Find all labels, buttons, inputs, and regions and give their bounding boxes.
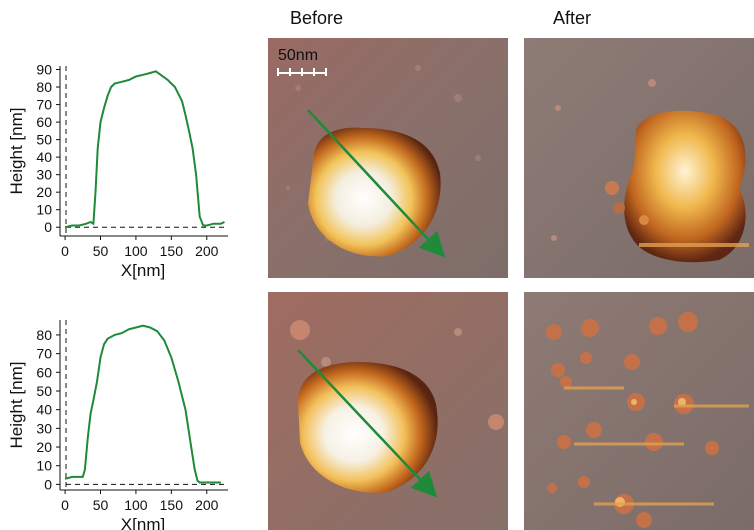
- x-tick-label: 200: [195, 243, 219, 259]
- x-tick-label: 100: [124, 243, 148, 259]
- y-tick-label: 80: [36, 327, 52, 343]
- scale-bar-label: 50nm: [278, 47, 318, 64]
- y-tick-label: 70: [36, 346, 52, 362]
- y-tick-label: 40: [36, 149, 52, 165]
- x-tick-label: 0: [61, 497, 69, 513]
- y-tick-label: 60: [36, 114, 52, 130]
- x-tick-label: 150: [160, 243, 184, 259]
- height-profile-line: [64, 70, 225, 229]
- y-tick-label: 30: [36, 420, 52, 436]
- y-tick-label: 70: [36, 97, 52, 113]
- y-tick-label: 10: [36, 202, 52, 218]
- y-tick-label: 50: [36, 383, 52, 399]
- x-tick-label: 0: [61, 243, 69, 259]
- y-tick-label: 20: [36, 439, 52, 455]
- x-tick-label: 50: [93, 243, 109, 259]
- afm-image-before-1: 50nm: [268, 38, 508, 278]
- after-header: After: [553, 8, 592, 28]
- y-tick-label: 20: [36, 184, 52, 200]
- x-axis-label: X[nm]: [121, 515, 165, 530]
- y-tick-label: 0: [44, 219, 52, 235]
- profile-arrow: [307, 109, 446, 258]
- particle-blob: [308, 127, 441, 257]
- x-tick-label: 150: [160, 497, 184, 513]
- y-tick-label: 10: [36, 458, 52, 474]
- before-header: Before: [290, 8, 344, 28]
- x-tick-label: 100: [124, 497, 148, 513]
- y-axis-label: Height [nm]: [7, 362, 26, 449]
- y-axis-label: Height [nm]: [7, 108, 26, 195]
- y-tick-label: 50: [36, 132, 52, 148]
- x-axis-label: X[nm]: [121, 261, 165, 280]
- fragment-cluster: [624, 110, 746, 263]
- y-tick-label: 60: [36, 364, 52, 380]
- profile-arrow: [297, 349, 438, 498]
- y-tick-label: 80: [36, 79, 52, 95]
- y-tick-label: 40: [36, 402, 52, 418]
- afm-image-after-2: [524, 292, 754, 530]
- afm-background: [524, 292, 754, 530]
- x-tick-label: 50: [93, 497, 109, 513]
- height-profile-line: [64, 324, 221, 484]
- x-tick-label: 200: [195, 497, 219, 513]
- scattered-fragments: [546, 312, 719, 528]
- y-tick-label: 90: [36, 62, 52, 78]
- afm-image-after-1: [524, 38, 754, 278]
- plot-2-layer: 0 10 20 30 40 50 60 70 80 0 50 100 150 200 X[nm] Height…: [7, 320, 228, 530]
- afm-image-before-2: [268, 292, 508, 530]
- height-profile-plot-2: 0 10 20 30 40 50 60 70 80 0 50 100 150 200 X[nm] Height…: [7, 320, 228, 530]
- scale-bar: 50nm: [277, 47, 327, 76]
- y-tick-label: 30: [36, 167, 52, 183]
- y-tick-label: 0: [44, 476, 52, 492]
